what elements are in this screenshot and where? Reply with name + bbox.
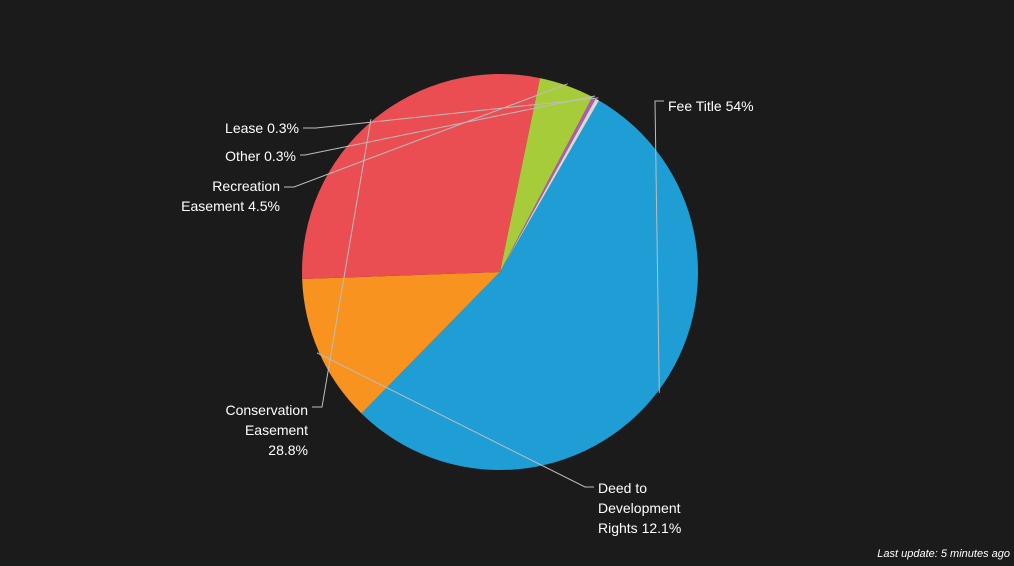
slice-label-line: Other 0.3% [225, 148, 296, 164]
slice-label-line: Easement 4.5% [181, 198, 280, 214]
leader-line-5 [303, 97, 599, 129]
slice-label-2: Conservation Easement 28.8% [226, 402, 309, 458]
slice-label-line: Easement [245, 422, 308, 438]
leader-line-1 [316, 352, 594, 488]
slice-label-1: Deed to Development Rights 12.1% [598, 480, 681, 536]
last-update-text: Last update: 5 minutes ago [877, 548, 1010, 560]
slice-label-line: Recreation [212, 178, 280, 194]
pie-slice-2 [302, 73, 540, 280]
slice-label-line: Lease 0.3% [225, 120, 299, 136]
slice-label-5: Lease 0.3% [225, 120, 299, 136]
leader-line-0 [654, 100, 664, 393]
slice-label-line: Deed to [598, 480, 647, 496]
leader-line-4 [300, 95, 596, 156]
pie-slice-4 [500, 96, 596, 272]
pie-slice-3 [500, 78, 593, 272]
leader-line-2 [312, 119, 372, 408]
slice-label-4: Other 0.3% [225, 148, 296, 164]
slice-label-line: Development [598, 500, 681, 516]
slice-label-line: Rights 12.1% [598, 520, 681, 536]
slice-label-line: Conservation [226, 402, 309, 418]
leader-line-3 [284, 83, 568, 188]
slice-label-0: Fee Title 54% [668, 98, 754, 114]
pie-slice-1 [302, 272, 500, 414]
slice-label-3: Recreation Easement 4.5% [181, 178, 280, 214]
pie-slice-5 [500, 98, 599, 272]
pie-slice-0 [361, 100, 699, 471]
slice-label-line: 28.8% [268, 442, 308, 458]
slice-label-line: Fee Title 54% [668, 98, 754, 114]
